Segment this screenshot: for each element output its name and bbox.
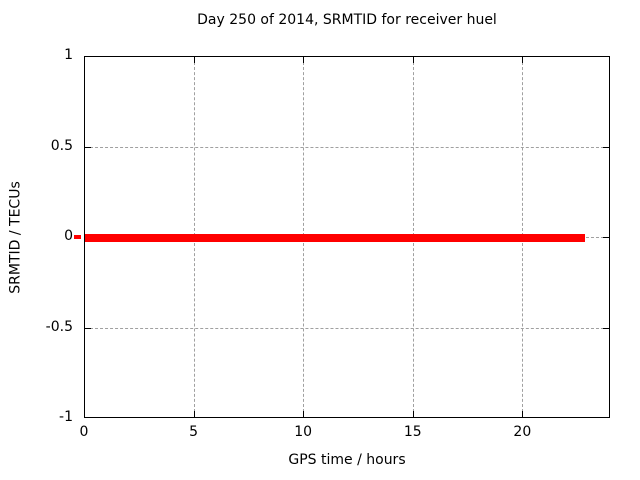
y-tick-label: -0.5: [45, 318, 73, 335]
tick-mark-right: [603, 237, 609, 238]
x-tick-label: 15: [403, 424, 422, 440]
series-edge-cap-icon: [74, 235, 81, 239]
tick-mark-top: [303, 57, 305, 63]
y-gridline: [85, 146, 609, 148]
tick-mark-left: [85, 327, 91, 329]
tick-mark-bottom: [303, 411, 305, 417]
x-tick-label: 10: [294, 424, 313, 440]
x-axis-label: GPS time / hours: [288, 452, 406, 468]
x-tick-label: 0: [79, 424, 89, 440]
y-tick-label: -1: [59, 409, 73, 425]
y-tick-label: 0: [64, 228, 73, 244]
tick-mark-left: [85, 146, 91, 148]
y-tick-label: 0.5: [50, 137, 73, 154]
series-line: [85, 234, 585, 242]
chart-title: Day 250 of 2014, SRMTID for receiver hue…: [197, 12, 497, 28]
x-tick-label: 20: [513, 424, 532, 440]
x-tick-label: 5: [189, 424, 199, 440]
tick-mark-bottom: [193, 411, 195, 417]
plot-area: [84, 56, 610, 418]
y-gridline: [85, 327, 609, 329]
tick-mark-bottom: [412, 411, 414, 417]
tick-mark-bottom: [522, 411, 524, 417]
tick-mark-top: [412, 57, 414, 63]
y-tick-label: 1: [64, 47, 73, 63]
tick-mark-top: [193, 57, 195, 63]
tick-mark-right: [603, 146, 609, 148]
tick-mark-top: [522, 57, 524, 63]
tick-mark-right: [603, 327, 609, 329]
